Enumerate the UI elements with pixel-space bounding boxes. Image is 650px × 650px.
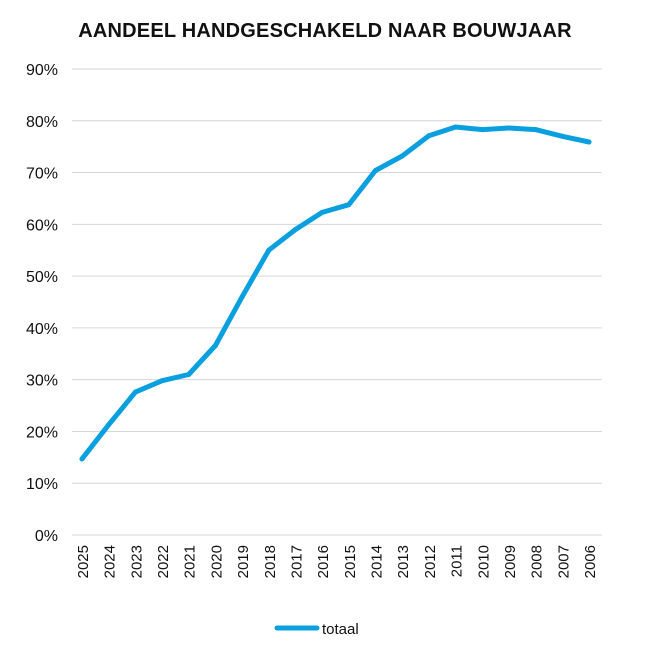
data-point [266, 247, 272, 253]
data-point [506, 125, 512, 131]
data-point [453, 124, 459, 130]
data-point [212, 342, 218, 348]
x-tick-label: 2016 [315, 545, 332, 578]
y-tick-label: 80% [26, 114, 58, 131]
data-point [186, 371, 192, 377]
data-point [479, 127, 485, 133]
data-point [239, 294, 245, 300]
legend-label: totaal [322, 621, 359, 638]
x-tick-label: 2009 [502, 545, 519, 578]
data-point [132, 389, 138, 395]
y-tick-label: 10% [26, 476, 58, 493]
x-tick-label: 2011 [449, 545, 466, 577]
x-tick-label: 2015 [342, 545, 359, 578]
y-axis-ticks: 0% 10% 20% 30% 40% 50% 60% 70% 80% 90% [26, 62, 58, 545]
x-tick-label: 2013 [395, 545, 412, 578]
y-tick-label: 50% [26, 269, 58, 286]
gridlines [72, 68, 602, 536]
x-tick-label: 2020 [208, 545, 225, 578]
y-tick-label: 20% [26, 424, 58, 441]
x-tick-label: 2025 [75, 545, 92, 578]
x-tick-label: 2017 [288, 545, 305, 578]
y-tick-label: 30% [26, 373, 58, 390]
data-point [533, 127, 539, 133]
chart-title: AANDEEL HANDGESCHAKELD NAAR BOUWJAAR [78, 20, 572, 42]
x-tick-label: 2006 [582, 545, 599, 578]
data-point [426, 133, 432, 139]
x-tick-label: 2010 [475, 545, 492, 578]
data-point [292, 227, 298, 233]
data-point [373, 167, 379, 173]
x-tick-label: 2019 [235, 545, 252, 578]
x-axis-ticks: 2025 2024 2023 2022 2021 2020 2019 2018 2017 2016… [75, 545, 599, 578]
x-tick-label: 2021 [182, 545, 199, 578]
y-tick-label: 0% [35, 528, 58, 545]
y-tick-label: 70% [26, 166, 58, 183]
x-tick-label: 2022 [155, 545, 172, 578]
x-tick-label: 2018 [262, 545, 279, 578]
y-tick-label: 60% [26, 217, 58, 234]
y-tick-label: 40% [26, 321, 58, 338]
series-layer [79, 124, 592, 462]
y-tick-label: 90% [26, 62, 58, 79]
data-point [159, 378, 165, 384]
data-point [79, 456, 85, 462]
x-tick-label: 2024 [102, 545, 119, 578]
data-point [319, 209, 325, 215]
data-point [586, 139, 592, 145]
legend: totaal [274, 621, 359, 638]
data-point [346, 202, 352, 208]
series-line [79, 124, 592, 462]
x-tick-label: 2023 [128, 545, 145, 578]
data-point [106, 422, 112, 428]
x-tick-label: 2008 [529, 545, 546, 578]
x-tick-label: 2012 [422, 545, 439, 578]
x-tick-label: 2014 [369, 545, 386, 578]
data-point [399, 153, 405, 159]
data-point [559, 133, 565, 139]
x-tick-label: 2007 [555, 545, 572, 578]
